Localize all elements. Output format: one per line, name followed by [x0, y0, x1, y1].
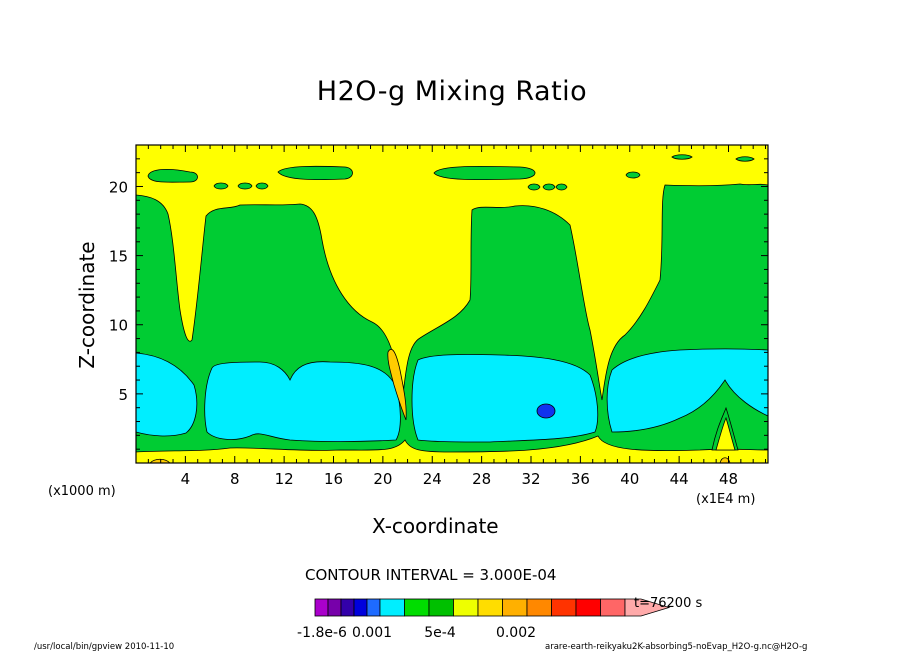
plot-frame: [135, 144, 769, 464]
region-mid: [411, 354, 599, 443]
x-tick-label: 16: [324, 470, 343, 488]
x-tick-label: 40: [620, 470, 639, 488]
colorbar-swatch: [551, 598, 577, 617]
colorbar-swatch: [340, 598, 355, 617]
y-tick-label: 10: [109, 317, 128, 335]
region-low-patch: [147, 168, 198, 183]
region-boundary-low: [387, 348, 407, 421]
colorbar-swatch: [327, 598, 342, 617]
x-tick-label: 32: [521, 470, 540, 488]
region-low-patch: [433, 165, 536, 181]
region-low-patch: [671, 154, 693, 160]
colorbar-label: 0.001: [352, 625, 392, 641]
region-high: [536, 403, 556, 419]
x-tick-label: 44: [670, 470, 689, 488]
x-unit-label: (x1000 m): [48, 484, 116, 499]
region-low-patch: [735, 156, 755, 162]
y-axis: 5 10 15 20: [109, 158, 768, 450]
x-tick-label: 36: [571, 470, 590, 488]
region-low-patch: [237, 182, 253, 190]
region-low-patch: [527, 183, 541, 191]
region-low-patch: [555, 183, 568, 191]
colorbar-swatch: [502, 598, 528, 617]
region-low-patch: [277, 165, 353, 181]
region-low-patch: [255, 182, 269, 190]
colorbar-swatch: [526, 598, 552, 617]
x-scale-label: (x1E4 m): [696, 492, 756, 507]
colorbar-swatch: [600, 598, 626, 617]
region-near-zero-bottom: [136, 435, 768, 463]
colorbar-label: 5e-4: [424, 625, 456, 641]
x-tick-label: 12: [275, 470, 294, 488]
colorbar-swatch: [477, 598, 503, 617]
x-tick-label: 8: [230, 470, 240, 488]
footer-left: /usr/local/bin/gpview 2010-11-10: [34, 642, 175, 652]
region-mid: [204, 361, 401, 442]
region-mid: [136, 352, 198, 437]
colorbar-swatch: [428, 598, 454, 617]
x-tick-label: 28: [472, 470, 491, 488]
x-axis-label: X-coordinate: [372, 514, 499, 538]
y-tick-label: 20: [109, 178, 128, 196]
x-axis: 4 8 12 16 20 24 28 32 36 40 44 48: [147, 145, 767, 488]
footer-right: arare-earth-reikyaku2K-absorbing5-noEvap…: [545, 642, 808, 652]
contour-interval-label: CONTOUR INTERVAL = 3.000E-04: [305, 566, 557, 584]
region-low-patch: [542, 183, 556, 191]
y-axis-label: Z-coordinate: [75, 241, 99, 369]
colorbar: -1.8e-6 0.001 5e-4 0.002: [297, 598, 671, 641]
plot-area: [136, 145, 768, 463]
region-near-zero-tongue: [715, 416, 736, 451]
colorbar-swatch: [575, 598, 601, 617]
colorbar-swatch: [404, 598, 430, 617]
x-tick-label: 20: [373, 470, 392, 488]
colorbar-swatch: [353, 598, 368, 617]
colorbar-label: -1.8e-6: [297, 625, 347, 641]
x-tick-label: 4: [181, 470, 191, 488]
region-low-patch: [213, 182, 229, 190]
region-low-patch: [625, 171, 641, 179]
y-tick-label: 15: [109, 248, 128, 266]
x-tick-label: 24: [423, 470, 442, 488]
colorbar-swatch: [366, 598, 381, 617]
y-tick-label: 5: [118, 386, 128, 404]
colorbar-arrow: [624, 598, 671, 617]
time-label: t=76200 s: [634, 596, 703, 611]
colorbar-swatch: [453, 598, 479, 617]
colorbar-swatch: [379, 598, 405, 617]
region-mid: [606, 348, 768, 433]
x-tick-label: 48: [719, 470, 738, 488]
colorbar-swatch: [314, 598, 329, 617]
colorbar-label: 0.002: [496, 625, 536, 641]
chart-title: H2O-g Mixing Ratio: [316, 76, 588, 107]
